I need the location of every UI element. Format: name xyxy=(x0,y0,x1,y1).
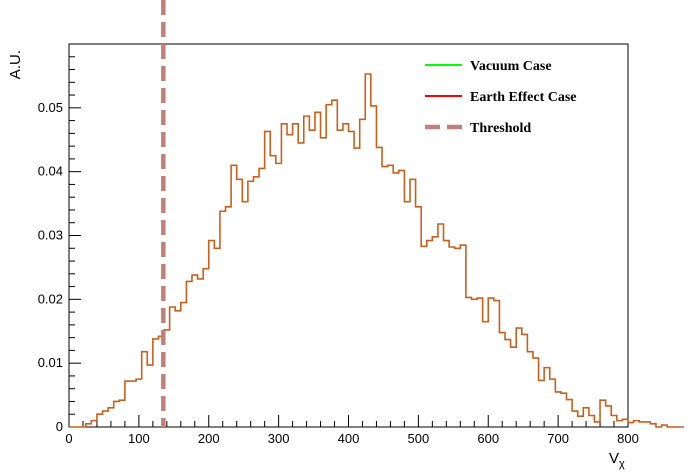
x-axis-title-main: V xyxy=(609,450,619,467)
x-tick-label: 800 xyxy=(617,431,639,446)
x-tick-label: 400 xyxy=(338,431,360,446)
y-tick-label: 0.05 xyxy=(38,100,63,115)
y-axis: 0 0.01 0.02 0.03 0.04 0.05 xyxy=(38,43,81,434)
histogram-line xyxy=(69,73,684,428)
x-tick-label: 100 xyxy=(128,431,150,446)
x-tick-label: 700 xyxy=(547,431,569,446)
y-tick-label: 0 xyxy=(56,419,63,434)
x-axis: 0 100 200 300 400 500 600 700 800 xyxy=(65,415,639,446)
y-tick-label: 0.03 xyxy=(38,228,63,243)
legend-label: Threshold xyxy=(470,121,531,136)
y-tick-label: 0.02 xyxy=(38,291,63,306)
y-tick-label: 0.01 xyxy=(38,355,63,370)
x-tick-label: 600 xyxy=(477,431,499,446)
x-tick-label: 500 xyxy=(408,431,430,446)
legend-label: Vacuum Case xyxy=(470,59,552,74)
legend-label: Earth Effect Case xyxy=(470,90,577,105)
x-axis-title-sub: χ xyxy=(619,458,625,470)
x-tick-label: 0 xyxy=(65,431,72,446)
y-axis-title: A.U. xyxy=(7,50,24,79)
x-axis-title: Vχ xyxy=(609,450,625,470)
legend: Vacuum Case Earth Effect Case Threshold xyxy=(425,59,577,136)
y-tick-label: 0.04 xyxy=(38,164,63,179)
x-tick-label: 200 xyxy=(198,431,220,446)
x-tick-label: 300 xyxy=(268,431,290,446)
